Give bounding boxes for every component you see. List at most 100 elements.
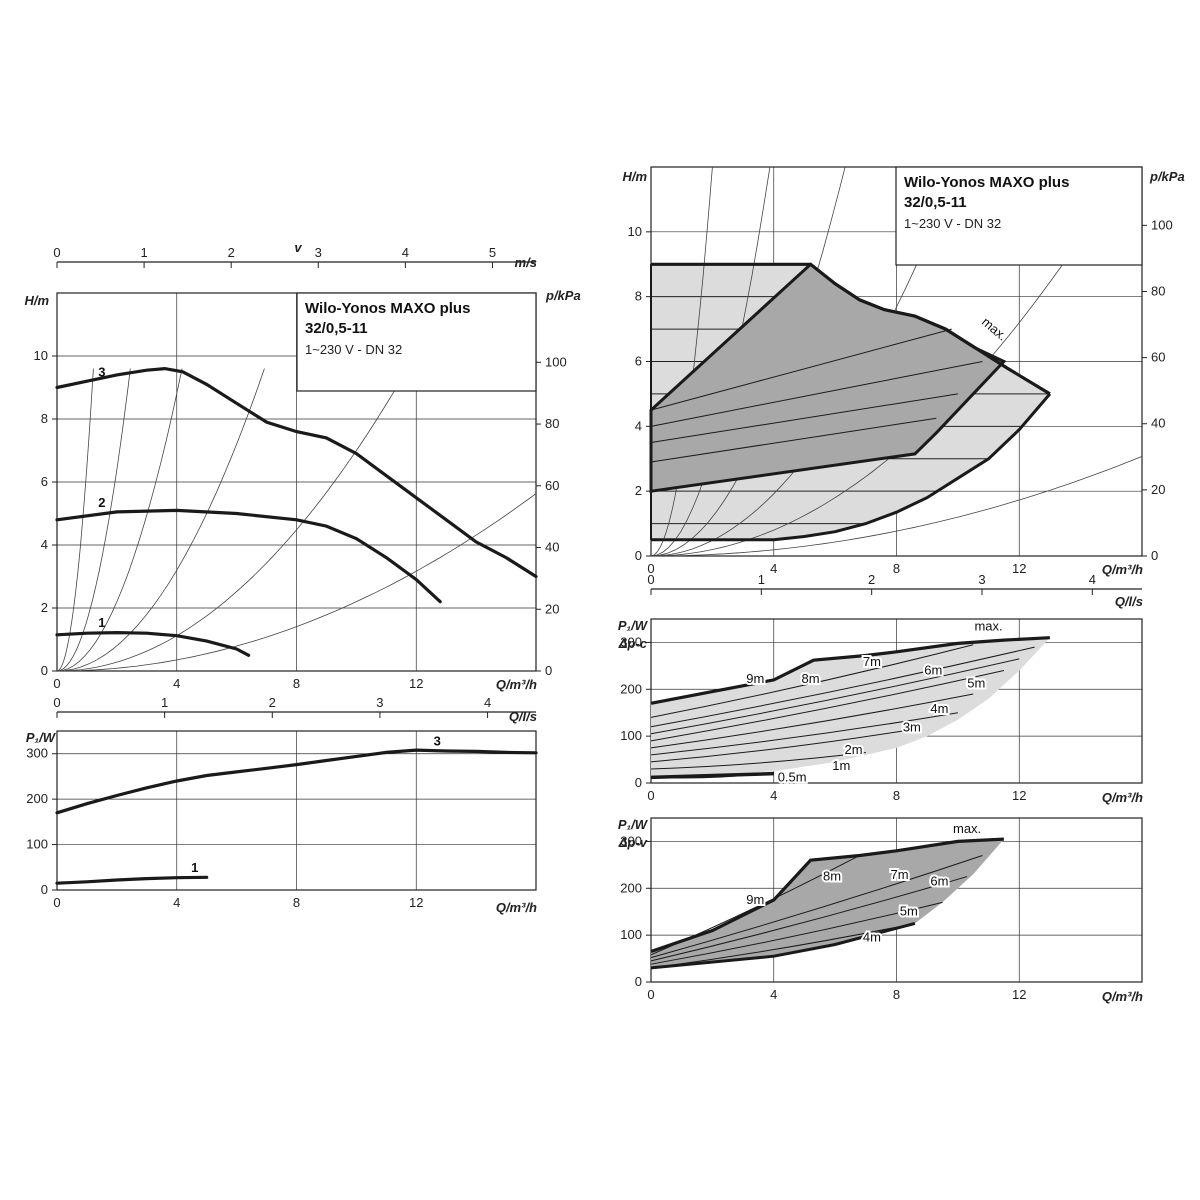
flow-ls-axis-label: Q/l/s: [509, 709, 537, 724]
dpv-label-5m: 5m: [900, 904, 918, 919]
chart-caption: 1~230 V - DN 32: [305, 342, 402, 357]
head-axis-label: H/m: [24, 293, 49, 308]
power-curve-3: [55, 748, 538, 815]
plot-frame: [56, 730, 537, 891]
left-pump-curves: [55, 366, 538, 657]
power-contour: [650, 876, 968, 962]
velocity-axis-label: v: [294, 240, 302, 255]
power-contour: [650, 901, 943, 965]
axis-tick-label: 4: [770, 788, 777, 803]
axis-tick-label: 0: [545, 663, 552, 678]
axis-tick-label: 8: [893, 561, 900, 576]
axis-tick-label: 100: [1151, 217, 1173, 232]
power-dpc-y-axis: 0 100 200 300: [620, 634, 651, 790]
pressure-axis-label: p/kPa: [545, 288, 581, 303]
axis-tick-label: 0: [1151, 548, 1158, 563]
curve-label-2: 2: [98, 495, 105, 510]
power-contour: [650, 712, 958, 756]
power-region: [651, 839, 1004, 968]
max-curve: [651, 262, 1051, 396]
left-flow-ls-axis: 0 1 2 3 4: [53, 695, 536, 718]
axis-tick-label: 20: [545, 601, 559, 616]
axis-tick-label: 4: [484, 695, 491, 710]
system-curve: [56, 368, 408, 672]
axis-tick-label: 12: [1012, 788, 1026, 803]
axis-tick-label: 0: [53, 245, 60, 260]
power-dpv-y-axis: 0 100 200 300: [620, 833, 651, 989]
axis-tick-label: 0: [53, 676, 60, 691]
axis-tick-label: 8: [293, 676, 300, 691]
power-dpv-flow-label: Q/m³/h: [1102, 989, 1143, 1004]
dpc-label-0.5m: 0.5m: [778, 769, 807, 784]
axis-tick-label: 100: [620, 728, 642, 743]
left-head-y2-axis: 0 20 40 60 80 100: [536, 354, 567, 678]
title-box: [296, 292, 537, 392]
plot-frame: [650, 817, 1143, 983]
power-dpc-flow-label: Q/m³/h: [1102, 790, 1143, 805]
axis-tick-label: 4: [770, 987, 777, 1002]
pump-curve-1: [55, 630, 251, 657]
dpc-label-8m: 8m: [802, 671, 820, 686]
curve-label-3: 3: [98, 364, 105, 379]
axis-tick-label: 2: [228, 245, 235, 260]
power-dpc-x-axis: 0 4 8 12: [647, 788, 1026, 803]
dpc-label-9m: 9m: [746, 671, 764, 686]
axis-tick-label: 100: [545, 354, 567, 369]
system-curve: [651, 456, 1143, 557]
power-dpc-region: [650, 636, 1050, 779]
axis-tick-label: 10: [34, 348, 48, 363]
axis-tick-label: 3: [315, 245, 322, 260]
dpv-label-9m: 9m: [746, 892, 764, 907]
axis-tick-label: 200: [26, 791, 48, 806]
flow-axis-label: Q/m³/h: [496, 677, 537, 692]
system-curve: [56, 368, 131, 672]
pump-curve-3: [55, 366, 538, 579]
right-head-y-axis: 0 2 4 6 8 10: [628, 224, 651, 563]
left-head-x-axis: 0 4 8 12: [53, 676, 423, 691]
axis-tick-label: 6: [41, 474, 48, 489]
plot-frame: [650, 618, 1143, 784]
axis-tick-label: 1: [140, 245, 147, 260]
axis-tick-label: 300: [26, 746, 48, 761]
min-envelope: [651, 392, 1052, 542]
power-max-curve: [650, 636, 1050, 705]
system-curve: [56, 368, 265, 672]
chart-subtitle: 32/0,5-11: [904, 194, 967, 211]
right-flow-ls-axis: 0 1 2 3 4: [647, 572, 1142, 595]
axis-tick-label: 0: [635, 974, 642, 989]
dpc-label-2m: 2m: [845, 742, 863, 757]
power-dpv-mode-label: Δp-v: [618, 835, 648, 850]
dpv-line: [650, 453, 915, 492]
axis-tick-label: 0: [41, 663, 48, 678]
power-dpv-max-label: max.: [953, 821, 981, 836]
power-contour: [650, 752, 866, 770]
dpv-line: [650, 417, 937, 463]
power-axis-label: P₁/W: [26, 730, 57, 745]
axis-tick-label: 0: [647, 572, 654, 587]
power-dpc-mode-label: Δp-c: [618, 636, 648, 651]
dpc-label-3m: 3m: [903, 720, 921, 735]
axis-tick-label: 4: [41, 537, 48, 552]
left-power-curves: [55, 748, 538, 885]
right-title-box: Wilo-Yonos MAXO plus 32/0,5-11 1~230 V - D…: [895, 166, 1143, 266]
axis-tick-label: 1: [758, 572, 765, 587]
right-flow-ls-axis-label: Q/l/s: [1115, 594, 1143, 609]
left-system-curves: [56, 368, 537, 672]
axis-tick-label: 3: [376, 695, 383, 710]
system-curve: [56, 368, 183, 672]
system-curve: [57, 493, 537, 672]
axis-tick-label: 200: [620, 681, 642, 696]
axis-tick-label: 8: [893, 788, 900, 803]
axis-tick-label: 300: [620, 833, 642, 848]
pump-curve-2: [55, 508, 442, 604]
axis-tick-label: 2: [868, 572, 875, 587]
power-max-curve: [650, 837, 1004, 954]
axis-tick-label: 12: [1012, 561, 1026, 576]
axis-tick-label: 0: [647, 987, 654, 1002]
power-dpv-x-axis: 0 4 8 12: [647, 987, 1026, 1002]
power-dpv-region: [650, 837, 1004, 969]
power-curve-1: [55, 875, 209, 885]
dpc-label-4m: 4m: [930, 701, 948, 716]
axis-tick-label: 40: [1151, 416, 1165, 431]
